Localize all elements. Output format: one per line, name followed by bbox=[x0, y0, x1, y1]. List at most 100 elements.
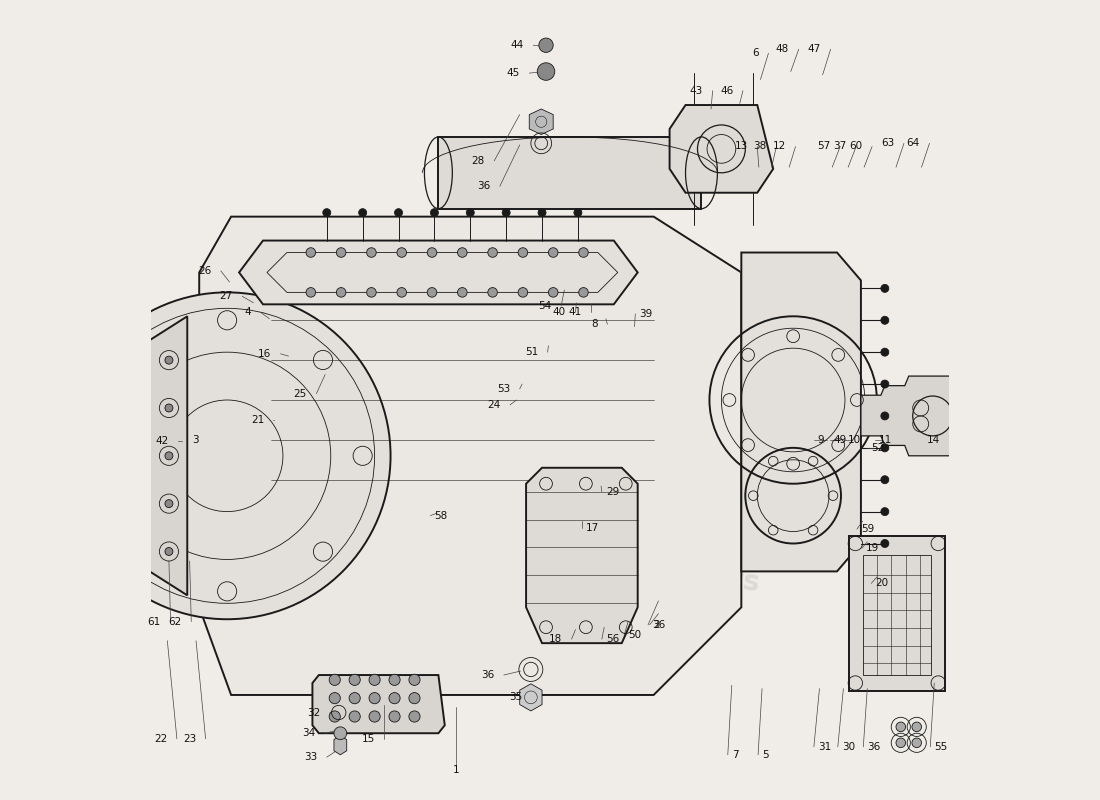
Text: 11: 11 bbox=[879, 435, 892, 445]
Polygon shape bbox=[861, 376, 953, 456]
Polygon shape bbox=[239, 241, 638, 304]
Text: 23: 23 bbox=[183, 734, 196, 744]
Text: 22: 22 bbox=[154, 734, 167, 744]
Circle shape bbox=[518, 248, 528, 258]
Circle shape bbox=[337, 248, 345, 258]
Circle shape bbox=[334, 727, 346, 740]
Circle shape bbox=[64, 292, 390, 619]
Text: 2: 2 bbox=[653, 620, 660, 630]
Text: 57: 57 bbox=[817, 142, 830, 151]
Circle shape bbox=[896, 738, 905, 747]
Circle shape bbox=[349, 711, 361, 722]
Text: 7: 7 bbox=[732, 750, 738, 760]
Text: 30: 30 bbox=[842, 742, 855, 752]
Circle shape bbox=[881, 316, 889, 324]
Text: 29: 29 bbox=[606, 486, 619, 497]
Circle shape bbox=[395, 209, 403, 217]
Text: 26: 26 bbox=[198, 266, 211, 276]
Text: 25: 25 bbox=[294, 389, 307, 398]
Circle shape bbox=[368, 674, 381, 686]
Polygon shape bbox=[439, 137, 702, 209]
Polygon shape bbox=[519, 684, 542, 711]
Circle shape bbox=[881, 285, 889, 292]
Circle shape bbox=[306, 248, 316, 258]
Polygon shape bbox=[312, 675, 444, 734]
Circle shape bbox=[458, 287, 468, 297]
Circle shape bbox=[574, 209, 582, 217]
Text: eurostares: eurostares bbox=[248, 546, 418, 598]
Text: 17: 17 bbox=[586, 522, 600, 533]
Text: 36: 36 bbox=[867, 742, 880, 752]
Text: 12: 12 bbox=[772, 142, 786, 151]
Circle shape bbox=[165, 356, 173, 364]
Text: 13: 13 bbox=[735, 142, 748, 151]
Text: eurosparts: eurosparts bbox=[590, 546, 762, 598]
Circle shape bbox=[427, 248, 437, 258]
Circle shape bbox=[539, 38, 553, 53]
Text: 31: 31 bbox=[818, 742, 832, 752]
Text: 15: 15 bbox=[362, 734, 375, 744]
Circle shape bbox=[881, 476, 889, 484]
Circle shape bbox=[329, 711, 340, 722]
Text: 54: 54 bbox=[538, 301, 551, 311]
Text: 63: 63 bbox=[881, 138, 894, 148]
Circle shape bbox=[349, 674, 361, 686]
Polygon shape bbox=[670, 105, 773, 193]
Circle shape bbox=[537, 62, 554, 80]
Circle shape bbox=[503, 209, 510, 217]
Text: 34: 34 bbox=[302, 728, 316, 738]
Text: 35: 35 bbox=[509, 691, 522, 702]
Text: 62: 62 bbox=[168, 617, 182, 626]
Text: 32: 32 bbox=[307, 707, 320, 718]
Text: 39: 39 bbox=[639, 309, 652, 319]
Circle shape bbox=[549, 287, 558, 297]
Circle shape bbox=[165, 547, 173, 555]
Circle shape bbox=[409, 693, 420, 704]
Polygon shape bbox=[143, 316, 187, 595]
Text: 18: 18 bbox=[549, 634, 562, 644]
Text: 42: 42 bbox=[156, 437, 169, 446]
Text: 43: 43 bbox=[690, 86, 703, 96]
Circle shape bbox=[368, 693, 381, 704]
Circle shape bbox=[389, 693, 400, 704]
Text: 14: 14 bbox=[927, 435, 940, 445]
Circle shape bbox=[881, 444, 889, 452]
Text: 4: 4 bbox=[244, 307, 251, 318]
Circle shape bbox=[322, 209, 331, 217]
Polygon shape bbox=[199, 217, 741, 695]
Text: 9: 9 bbox=[818, 435, 825, 445]
Text: 48: 48 bbox=[776, 44, 789, 54]
Text: 24: 24 bbox=[487, 400, 500, 410]
Circle shape bbox=[466, 209, 474, 217]
Text: 33: 33 bbox=[304, 752, 317, 762]
Circle shape bbox=[549, 248, 558, 258]
Text: 8: 8 bbox=[591, 319, 597, 330]
Circle shape bbox=[538, 209, 546, 217]
Text: 59: 59 bbox=[861, 524, 875, 534]
Circle shape bbox=[881, 508, 889, 515]
Text: 28: 28 bbox=[472, 156, 485, 166]
Circle shape bbox=[349, 693, 361, 704]
Circle shape bbox=[368, 711, 381, 722]
Polygon shape bbox=[526, 468, 638, 643]
Circle shape bbox=[896, 722, 905, 732]
Circle shape bbox=[409, 674, 420, 686]
Text: 36: 36 bbox=[477, 182, 491, 191]
Circle shape bbox=[165, 500, 173, 508]
Text: 10: 10 bbox=[848, 435, 861, 445]
Circle shape bbox=[881, 539, 889, 547]
Circle shape bbox=[881, 412, 889, 420]
Text: 40: 40 bbox=[553, 307, 565, 318]
Text: 41: 41 bbox=[569, 307, 582, 318]
Polygon shape bbox=[849, 535, 945, 691]
Circle shape bbox=[579, 287, 588, 297]
Circle shape bbox=[487, 248, 497, 258]
Circle shape bbox=[306, 287, 316, 297]
Text: 58: 58 bbox=[434, 510, 448, 521]
Text: 37: 37 bbox=[834, 142, 847, 151]
Text: 20: 20 bbox=[876, 578, 889, 588]
Text: 36: 36 bbox=[652, 620, 666, 630]
Text: 52: 52 bbox=[871, 443, 884, 453]
Circle shape bbox=[337, 287, 345, 297]
Polygon shape bbox=[529, 109, 553, 134]
